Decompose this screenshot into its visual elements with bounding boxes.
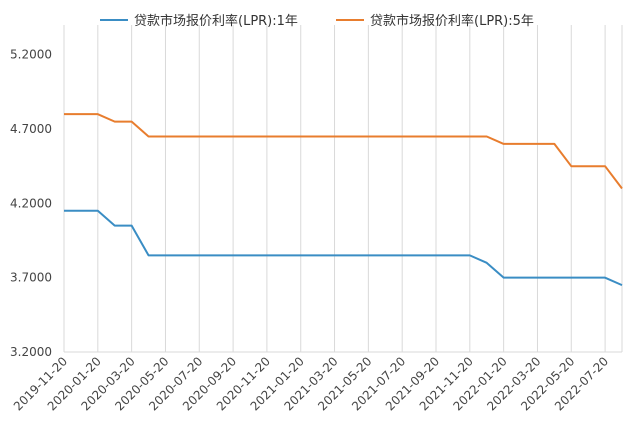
y-tick-label: 3.7000 [10,271,52,285]
series-lines [64,113,623,287]
y-tick-label: 3.2000 [10,345,52,359]
chart-legend: 贷款市场报价利率(LPR):1年 贷款市场报价利率(LPR):5年 [100,13,534,29]
series-line-1y [64,209,623,287]
y-axis-ticks: 3.2000 3.7000 4.2000 4.7000 5.2000 [10,48,52,359]
series-line-5y [64,113,623,190]
legend-label: 贷款市场报价利率(LPR):1年 [134,13,298,29]
y-tick-label: 4.7000 [10,122,52,136]
legend-label: 贷款市场报价利率(LPR):5年 [370,13,534,29]
y-tick-label: 5.2000 [10,48,52,62]
y-tick-label: 4.2000 [10,196,52,210]
vertical-gridlines [63,25,623,353]
x-axis-ticks: 2019-11-202020-01-202020-03-202020-05-20… [11,354,611,413]
